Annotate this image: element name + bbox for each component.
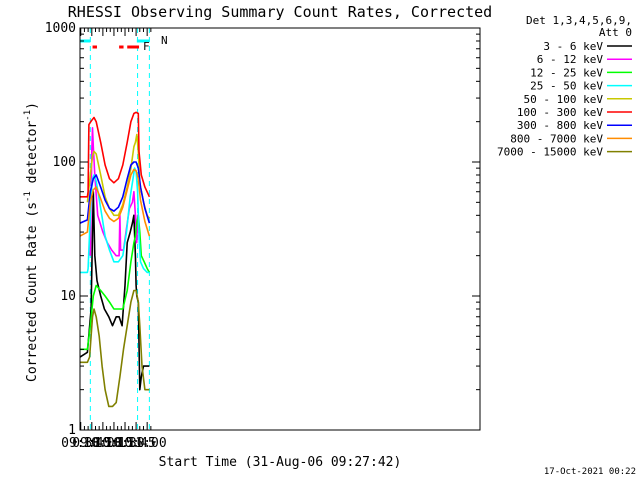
legend-header-2: Att 0 bbox=[599, 26, 632, 39]
y-ticks: 1 10 100 1000 bbox=[45, 21, 480, 438]
svg-text:Corrected Count Rate (s-1 dete: Corrected Count Rate (s-1 detector-1) bbox=[23, 102, 40, 382]
legend-label-3: 25 - 50 keV bbox=[530, 80, 603, 93]
series-line-6 bbox=[79, 161, 151, 224]
legend-label-5: 100 - 300 keV bbox=[517, 106, 603, 119]
series-line-8 bbox=[80, 289, 150, 408]
legend-label-4: 50 - 100 keV bbox=[524, 93, 604, 106]
x-tick-label-6: 11:00 bbox=[128, 436, 167, 451]
x-tick-label-4: 10:30 bbox=[105, 436, 144, 451]
legend-label-6: 300 - 800 keV bbox=[517, 119, 603, 132]
annotation-f: F bbox=[143, 40, 150, 53]
legend-label-8: 7000 - 15000 keV bbox=[497, 146, 603, 159]
plot-frame bbox=[79, 27, 481, 431]
x-axis-label: Start Time (31-Aug-06 09:27:42) bbox=[159, 455, 402, 470]
series-layer bbox=[79, 111, 151, 408]
legend-label-2: 12 - 25 keV bbox=[530, 66, 603, 79]
y-label-main: Corrected Count Rate (s bbox=[25, 202, 40, 382]
x-tick-label-5: 10:45 bbox=[117, 436, 156, 451]
x-tick-label-3: 10:15 bbox=[94, 436, 133, 451]
y-tick-label-0: 1 bbox=[68, 423, 76, 438]
legend-label-0: 3 - 6 keV bbox=[543, 40, 603, 53]
legend-label-1: 6 - 12 keV bbox=[537, 53, 604, 66]
y-label-sup2: -1 bbox=[23, 110, 33, 121]
chart-title: RHESSI Observing Summary Count Rates, Co… bbox=[68, 3, 492, 21]
annotation-n: N bbox=[161, 34, 168, 47]
y-axis-label: Corrected Count Rate (s-1 detector-1) bbox=[23, 102, 40, 382]
series-line-2 bbox=[80, 214, 151, 351]
flag-bars bbox=[80, 39, 150, 49]
x-tick-label-0: 09:30 bbox=[61, 436, 100, 451]
legend-label-7: 800 - 7000 keV bbox=[510, 132, 603, 145]
y-tick-label-1: 10 bbox=[60, 289, 76, 304]
y-label-mid: detector bbox=[25, 121, 40, 192]
y-tick-label-3: 1000 bbox=[45, 21, 76, 36]
x-tick-label-2: 10:00 bbox=[83, 436, 122, 451]
y-label-sup1: -1 bbox=[23, 191, 33, 202]
y-tick-label-2: 100 bbox=[53, 155, 76, 170]
plot-area: 1 10 100 1000 09:3009:4510:0010:1510:3010:4… bbox=[45, 21, 481, 451]
legend-header-1: Det 1,3,4,5,6,9, bbox=[526, 14, 632, 27]
y-label-end: ) bbox=[25, 102, 40, 110]
series-line-5 bbox=[80, 111, 151, 198]
footer-date: 17-Oct-2021 00:22 bbox=[544, 467, 636, 477]
series-line-7 bbox=[79, 168, 151, 237]
x-tick-label-1: 09:45 bbox=[72, 436, 111, 451]
